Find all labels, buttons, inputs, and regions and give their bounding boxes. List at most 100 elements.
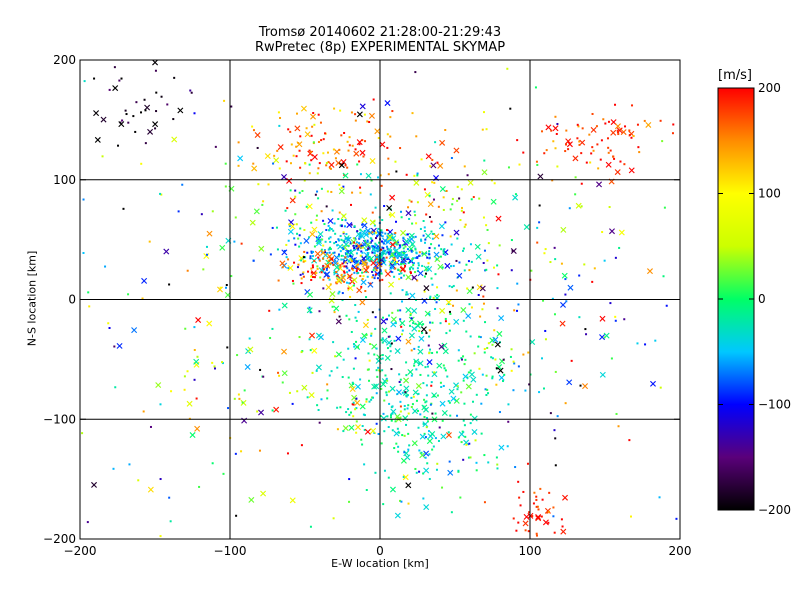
data-point-dot: [205, 245, 208, 248]
data-point-x: [603, 332, 610, 339]
data-point-dot: [394, 242, 397, 245]
data-point-dot: [365, 266, 368, 269]
data-point-dot: [297, 237, 300, 240]
data-point-dot: [438, 426, 441, 429]
data-point-dot: [483, 351, 486, 354]
data-point-dot: [286, 452, 289, 455]
data-point-dot: [541, 357, 544, 360]
data-point-x: [405, 307, 412, 314]
data-point-dot: [344, 237, 347, 240]
data-point-dot: [339, 224, 342, 227]
data-point-x: [467, 179, 474, 186]
data-point-dot: [467, 260, 470, 263]
data-point-x: [411, 307, 418, 314]
data-point-dot: [475, 469, 478, 472]
data-point-dot: [343, 131, 346, 134]
data-point-dot: [481, 373, 484, 376]
data-point-dot: [346, 140, 349, 143]
data-point-x: [393, 239, 400, 246]
data-point-dot: [630, 136, 633, 139]
data-point-dot: [292, 154, 295, 157]
data-point-x: [100, 116, 107, 123]
data-point-dot: [375, 347, 378, 350]
data-point-dot: [309, 349, 312, 352]
data-point-dot: [339, 250, 342, 253]
data-point-dot: [327, 161, 330, 164]
data-point-x: [335, 318, 342, 325]
data-point-x: [342, 425, 349, 432]
data-point-dot: [375, 237, 378, 240]
data-point-dot: [444, 317, 447, 320]
data-point-dot: [387, 157, 390, 160]
data-point-dot: [348, 136, 351, 139]
data-point-dot: [397, 241, 400, 244]
data-point-x: [294, 125, 301, 132]
data-point-dot: [580, 182, 583, 185]
data-point-x: [359, 403, 366, 410]
data-point-dot: [353, 271, 356, 274]
data-point-dot: [354, 357, 357, 360]
data-point-dot: [424, 366, 427, 369]
data-point-dot: [405, 361, 408, 364]
data-point-dot: [213, 365, 216, 368]
data-point-dot: [342, 231, 345, 234]
data-point-dot: [183, 388, 186, 391]
data-point-dot: [548, 491, 551, 494]
data-point-x: [614, 169, 621, 176]
data-point-dot: [614, 103, 617, 106]
data-point-dot: [447, 303, 450, 306]
data-point-dot: [339, 406, 342, 409]
data-point-dot: [456, 388, 459, 391]
data-point-dot: [419, 373, 422, 376]
data-point-x: [582, 383, 589, 390]
data-point-dot: [385, 377, 388, 380]
data-point-dot: [486, 259, 489, 262]
data-point-dot: [168, 283, 171, 286]
data-point-x: [490, 198, 497, 205]
data-point-x: [249, 219, 256, 226]
data-point-dot: [487, 461, 490, 464]
data-point-dot: [450, 243, 453, 246]
data-point-dot: [234, 452, 237, 455]
data-point-dot: [613, 157, 616, 160]
data-point-x: [405, 482, 412, 489]
data-point-x: [445, 299, 452, 306]
data-point-x: [474, 243, 481, 250]
data-point-dot: [549, 412, 552, 415]
data-point-dot: [455, 289, 458, 292]
data-point-x: [417, 270, 424, 277]
data-point-dot: [403, 404, 406, 407]
data-point-dot: [276, 149, 279, 152]
data-point-dot: [333, 251, 336, 254]
data-point-dot: [376, 256, 379, 259]
data-point-dot: [431, 158, 434, 161]
data-point-dot: [347, 255, 350, 258]
data-point-x: [386, 204, 393, 211]
data-point-dot: [349, 411, 352, 414]
data-point-x: [465, 312, 472, 319]
data-point-dot: [431, 448, 434, 451]
data-point-dot: [658, 496, 661, 499]
data-point-dot: [432, 395, 435, 398]
data-point-x: [307, 291, 314, 298]
data-point-dot: [470, 306, 473, 309]
data-point-dot: [277, 279, 280, 282]
data-point-dot: [580, 152, 583, 155]
data-point-x: [359, 233, 365, 240]
data-point-dot: [544, 329, 547, 332]
data-point-dot: [536, 505, 539, 508]
data-point-dot: [320, 271, 323, 274]
data-point-dot: [322, 278, 325, 281]
data-point-x: [360, 279, 367, 286]
data-point-dot: [372, 269, 375, 272]
data-point-dot: [464, 223, 467, 226]
data-point-dot: [364, 140, 367, 143]
data-point-dot: [269, 253, 272, 256]
data-point-dot: [321, 267, 324, 270]
y-axis-label: N-S location [km]: [25, 250, 39, 347]
data-point-dot: [378, 369, 381, 372]
data-point-x: [470, 376, 477, 383]
data-point-dot: [358, 242, 361, 245]
data-point-dot: [428, 477, 431, 480]
data-point-dot: [169, 520, 172, 523]
